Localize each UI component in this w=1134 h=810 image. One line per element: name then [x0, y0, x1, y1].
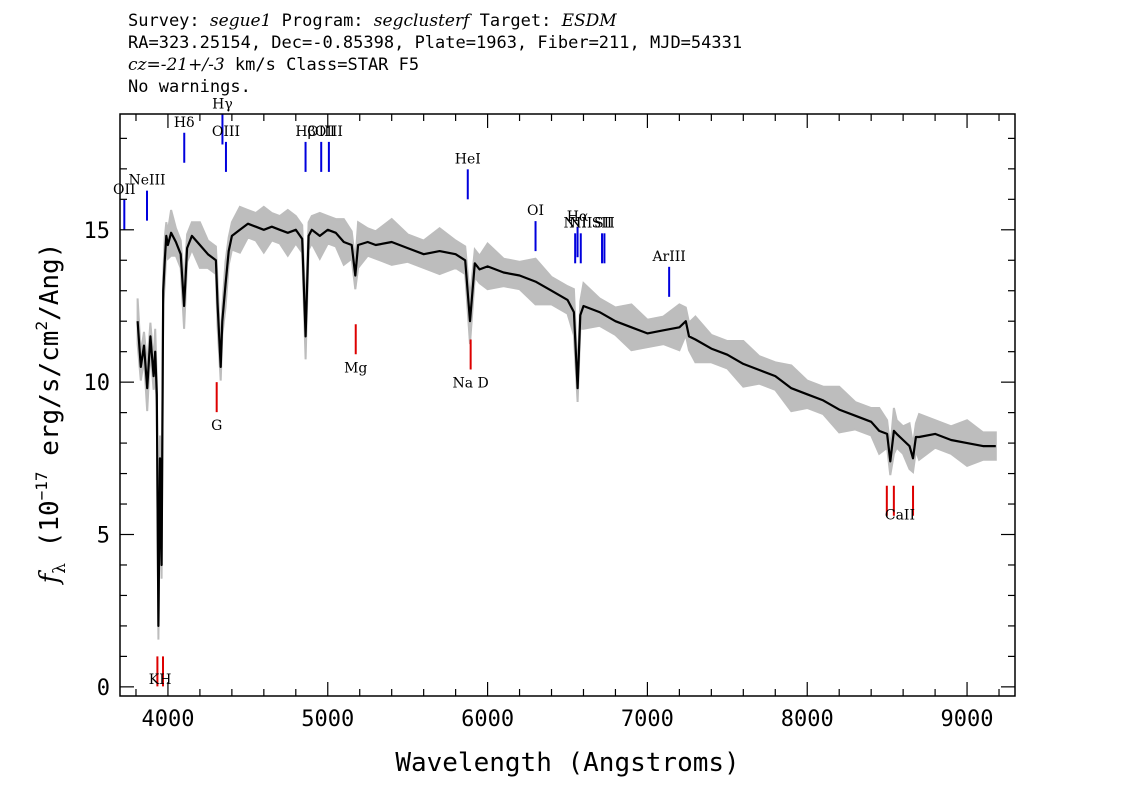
- emission-label: Hβ: [295, 124, 315, 140]
- emission-label: Hδ: [174, 115, 195, 131]
- y-axis-title: fλ (10−17 erg/s/cm2/Ang): [32, 243, 70, 586]
- cz-value: -21+/-3: [160, 55, 225, 75]
- emission-label: OI: [527, 203, 544, 219]
- y-tick-label: 0: [97, 676, 110, 701]
- header-line-1: Survey: segue1 Program: segclusterf Targ…: [128, 10, 742, 32]
- emission-label: HeI: [455, 151, 481, 167]
- error-band: [136, 205, 997, 640]
- spectrum-line: [136, 222, 996, 628]
- x-tick-label: 7000: [621, 707, 674, 732]
- program-label: Program:: [281, 11, 364, 31]
- y-axis-title-mid: erg/s/cm: [35, 331, 65, 472]
- absorption-label: G: [211, 418, 222, 434]
- y-axis-title-exp2: 2: [32, 321, 51, 331]
- axis-ticks: 4000 5000 6000 7000 8000 9000 0 5 10 15: [84, 114, 1015, 732]
- header-warnings: No warnings.: [128, 77, 251, 97]
- emission-label: SII: [594, 215, 615, 231]
- absorption-label: Mg: [344, 360, 367, 376]
- x-axis-title: Wavelength (Angstroms): [395, 748, 739, 778]
- x-tick-label: 5000: [301, 707, 354, 732]
- emission-label: Hα: [567, 209, 589, 225]
- y-axis-title-sub: λ: [50, 563, 70, 574]
- emission-label: OIII: [212, 124, 240, 140]
- cz-label: cz=: [128, 55, 161, 75]
- y-axis-title-pre: (10: [35, 500, 65, 563]
- x-tick-label: 8000: [781, 707, 834, 732]
- emission-label: SII: [592, 215, 613, 231]
- target-value: ESDM: [561, 11, 617, 31]
- emission-label: ArIII: [651, 249, 685, 265]
- cz-class: km/s Class=STAR F5: [224, 55, 420, 75]
- x-tick-label: 6000: [461, 707, 514, 732]
- emission-label: Hγ: [212, 96, 233, 112]
- absorption-group-label: CaII: [885, 507, 915, 523]
- header-line-2: RA=323.25154, Dec=-0.85398, Plate=1963, …: [128, 33, 743, 53]
- x-tick-label: 9000: [941, 707, 994, 732]
- survey-label: Survey:: [128, 11, 200, 31]
- x-tick-label: 4000: [141, 707, 194, 732]
- header-line-3: cz=-21+/-3 km/s Class=STAR F5: [128, 54, 742, 76]
- emission-label: OIII: [315, 124, 343, 140]
- survey-value: segue1: [209, 11, 272, 31]
- y-tick-label: 5: [97, 524, 110, 549]
- emission-label: NII: [564, 215, 587, 231]
- y-tick-label: 10: [84, 371, 111, 396]
- y-axis-title-exp: −17: [32, 471, 51, 500]
- absorption-label: Na D: [453, 375, 489, 391]
- plot-frame: [119, 113, 1016, 697]
- target-label: Target:: [479, 11, 552, 31]
- y-axis-title-post: /Ang): [35, 243, 65, 321]
- emission-label: NII: [569, 215, 592, 231]
- absorption-group-label: KH: [149, 672, 172, 688]
- program-value: segclusterf: [373, 11, 470, 31]
- y-tick-label: 15: [84, 219, 111, 244]
- emission-label: OII: [113, 182, 136, 198]
- spectrum-header: Survey: segue1 Program: segclusterf Targ…: [128, 10, 742, 98]
- emission-label: NeIII: [128, 173, 165, 189]
